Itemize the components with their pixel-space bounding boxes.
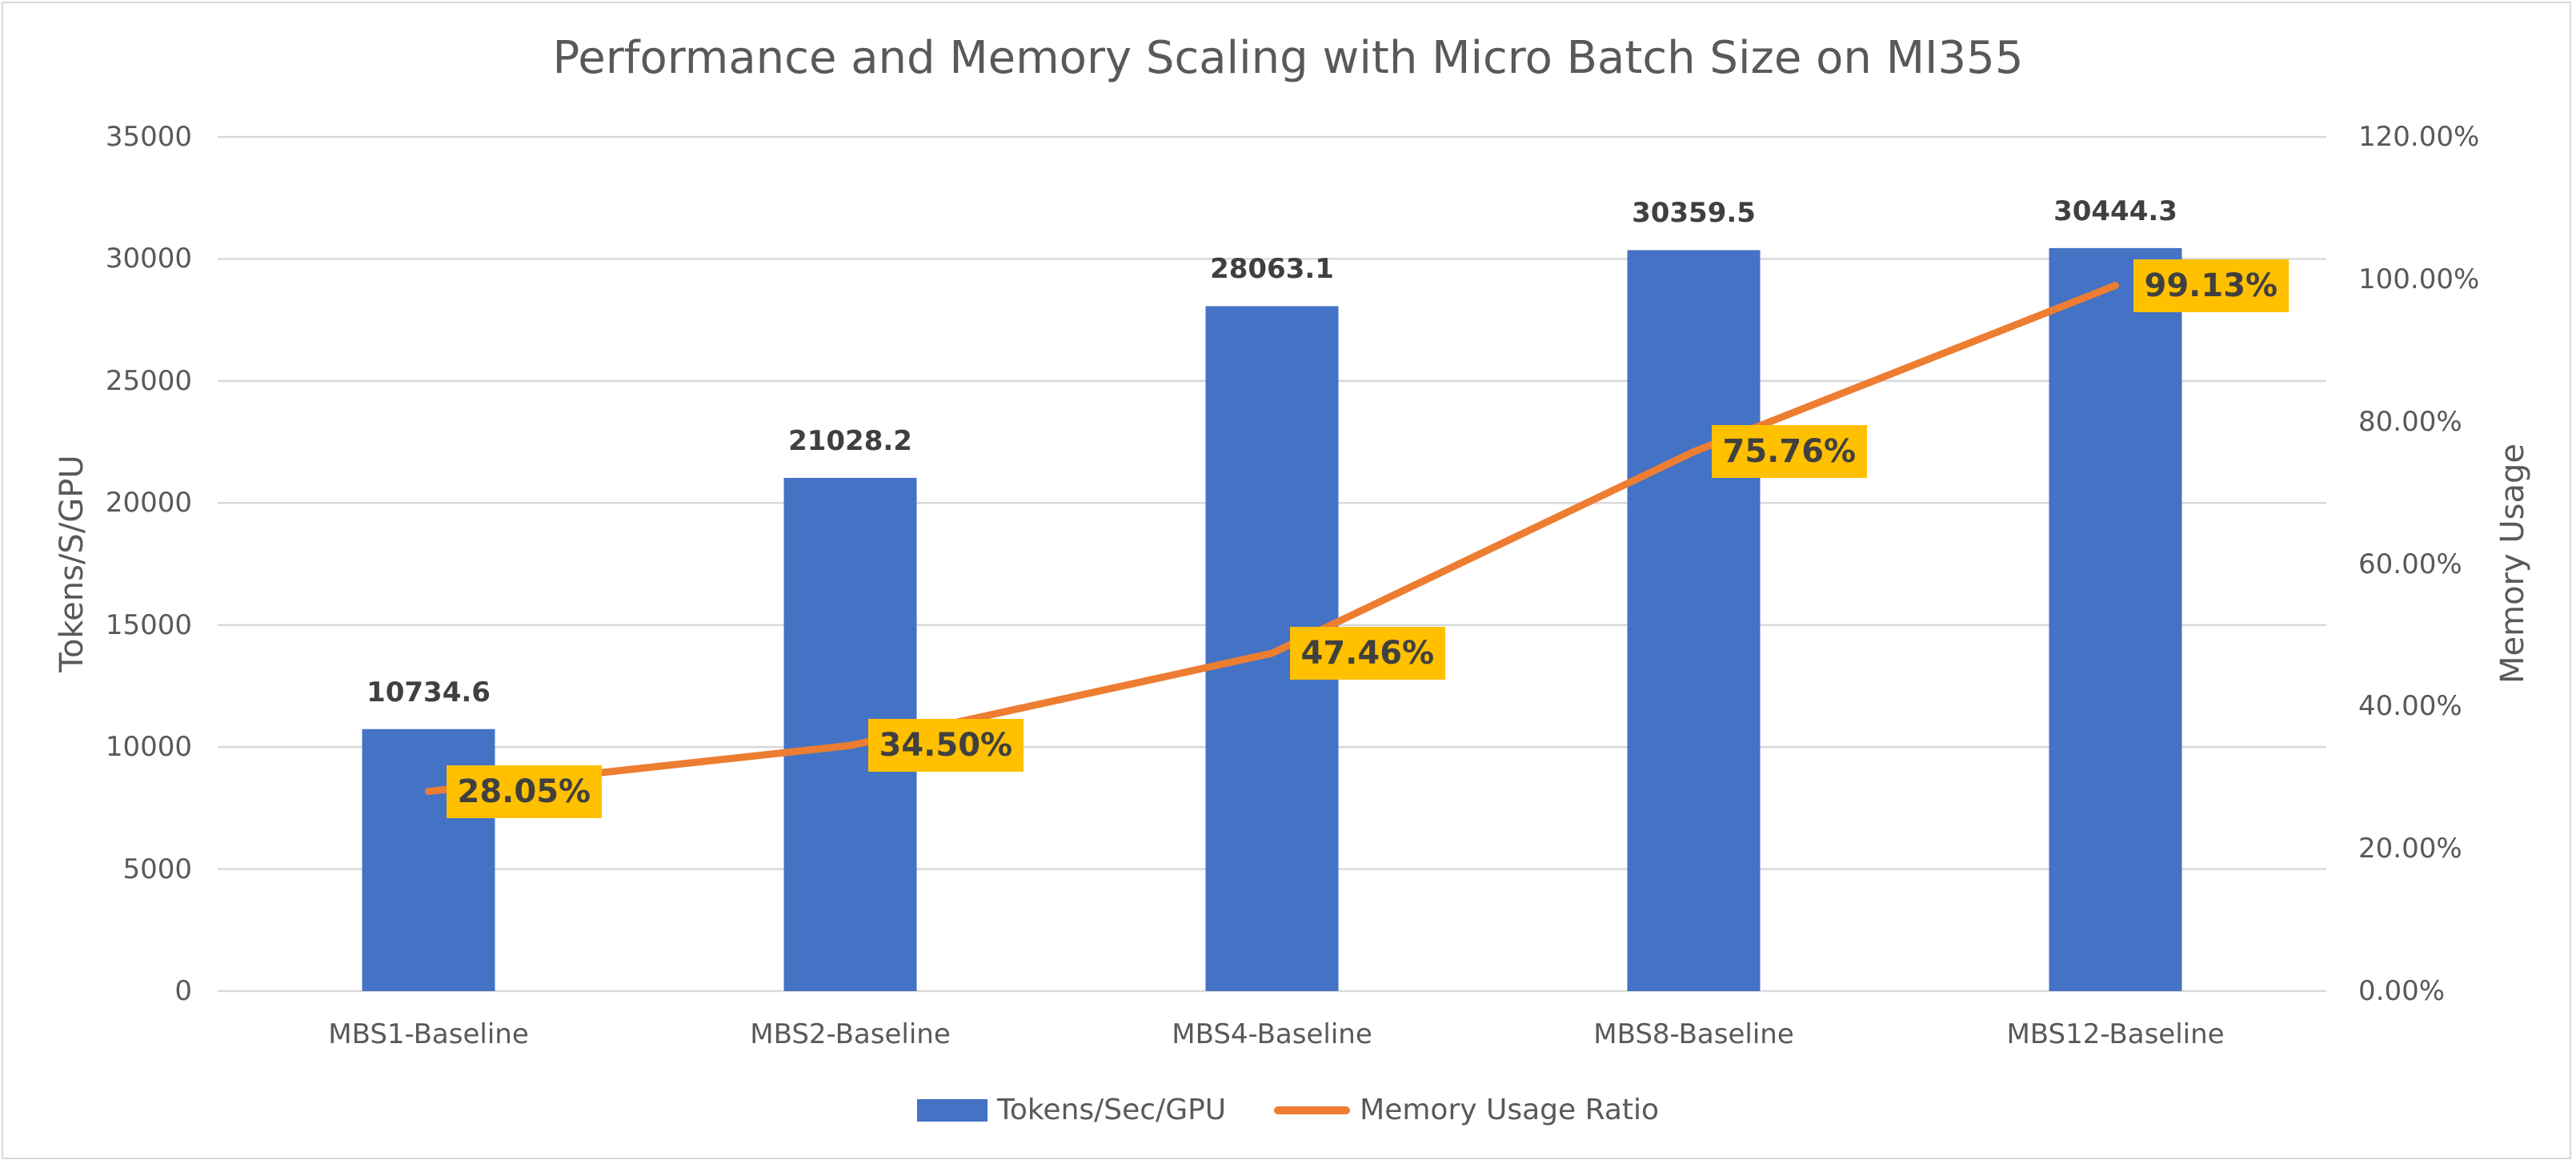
- line-value-label: 99.13%: [2133, 259, 2290, 312]
- bar-swatch-icon: [916, 1098, 988, 1122]
- chart-title: Performance and Memory Scaling with Micr…: [552, 32, 2024, 84]
- y2-tick-label: 80.00%: [2358, 405, 2462, 438]
- y-tick-label: 35000: [105, 121, 192, 153]
- x-tick-label: MBS4-Baseline: [1172, 1018, 1372, 1050]
- bar-value-label: 21028.2: [788, 424, 912, 457]
- y-tick-label: 20000: [105, 487, 192, 520]
- line-value-label: 75.76%: [1711, 425, 1868, 479]
- legend: Tokens/Sec/GPU Memory Usage Ratio: [0, 1094, 2576, 1126]
- y2-tick-label: 20.00%: [2358, 833, 2462, 865]
- line-value-label: 28.05%: [446, 765, 603, 818]
- legend-item-tokens[interactable]: Tokens/Sec/GPU: [916, 1094, 1227, 1126]
- legend-item-memory[interactable]: Memory Usage Ratio: [1274, 1094, 1659, 1126]
- x-tick-label: MBS1-Baseline: [328, 1018, 529, 1050]
- y-tick-label: 15000: [105, 608, 192, 641]
- y2-tick-label: 60.00%: [2358, 548, 2462, 580]
- line-value-label: 34.50%: [867, 719, 1024, 773]
- y-tick-label: 25000: [105, 364, 192, 397]
- x-tick-label: MBS2-Baseline: [750, 1018, 951, 1050]
- line-value-label: 47.46%: [1289, 627, 1446, 680]
- x-tick-label: MBS12-Baseline: [2006, 1018, 2225, 1050]
- bar[interactable]: [1627, 250, 1761, 991]
- legend-label-tokens: Tokens/Sec/GPU: [996, 1094, 1227, 1126]
- bar[interactable]: [2049, 247, 2182, 991]
- y2-tick-label: 0.00%: [2358, 975, 2446, 1007]
- legend-label-memory: Memory Usage Ratio: [1360, 1094, 1660, 1126]
- bar-value-label: 28063.1: [1210, 253, 1334, 286]
- y-tick-label: 30000: [105, 243, 192, 275]
- bar-value-label: 30359.5: [1632, 197, 1756, 230]
- line-swatch-icon: [1274, 1106, 1351, 1114]
- y2-tick-label: 40.00%: [2358, 690, 2462, 723]
- memory-usage-line[interactable]: [425, 282, 2119, 796]
- y-tick-label: 10000: [105, 731, 192, 764]
- y-tick-label: 0: [174, 975, 192, 1007]
- bar-value-label: 30444.3: [2053, 195, 2177, 227]
- bar-value-label: 10734.6: [367, 676, 491, 708]
- y-tick-label: 5000: [122, 853, 192, 885]
- y2-tick-label: 120.00%: [2358, 121, 2480, 153]
- left-axis-title: Tokens/S/GPU: [54, 455, 90, 672]
- right-axis-title: Memory Usage: [2494, 443, 2531, 684]
- x-tick-label: MBS8-Baseline: [1593, 1018, 1794, 1050]
- y2-tick-label: 100.00%: [2358, 263, 2480, 295]
